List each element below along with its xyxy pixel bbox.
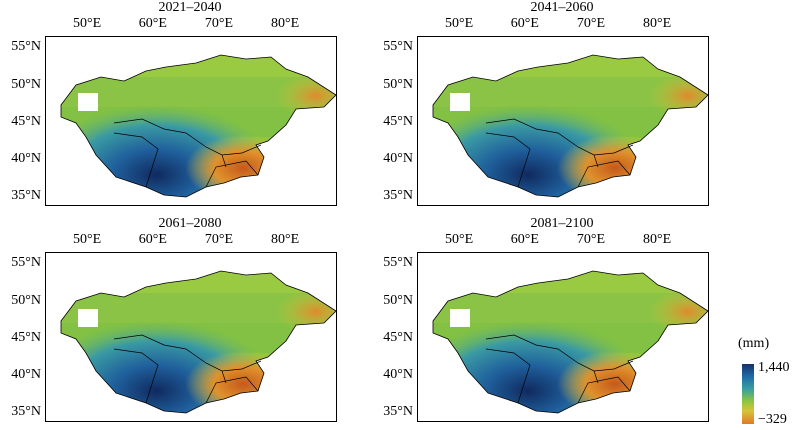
map-panel: 2021–2040 50°E 60°E 70°E 80°E 55°N 50°N 45°N 40°…: [0, 0, 360, 214]
y-tick-label: 40°N: [11, 151, 41, 167]
x-tick-label: 70°E: [576, 232, 606, 247]
y-tick-label: 35°N: [11, 404, 41, 420]
x-tick-label: 60°E: [510, 232, 539, 247]
x-tick-label: 50°E: [72, 232, 102, 247]
y-tick-label: 55°N: [383, 38, 413, 54]
precipitation-map: [45, 252, 337, 422]
panel-title: 2021–2040: [158, 0, 222, 15]
x-tick-label: 60°E: [510, 16, 539, 31]
legend-unit: (mm): [738, 336, 770, 351]
panel-title: 2061–2080: [158, 216, 222, 231]
x-tick-label: 80°E: [271, 232, 300, 247]
x-tick-label: 70°E: [204, 16, 234, 31]
x-tick-label: 80°E: [643, 16, 672, 31]
x-tick-label: 70°E: [204, 232, 234, 247]
y-tick-label: 45°N: [383, 114, 413, 130]
y-tick-label: 50°N: [383, 293, 413, 309]
x-tick-label: 80°E: [643, 232, 672, 247]
legend-max-value: 1,440: [758, 360, 790, 375]
y-tick-label: 50°N: [11, 293, 41, 309]
y-tick-label: 45°N: [11, 114, 41, 130]
legend-min-value: −329: [758, 412, 787, 427]
y-tick-label: 35°N: [383, 188, 413, 204]
x-tick-label: 70°E: [576, 16, 606, 31]
x-tick-label: 80°E: [271, 16, 300, 31]
x-tick-label: 50°E: [444, 232, 474, 247]
y-tick-label: 55°N: [11, 254, 41, 270]
y-tick-label: 55°N: [11, 38, 41, 54]
y-tick-label: 40°N: [11, 367, 41, 383]
y-tick-label: 35°N: [11, 188, 41, 204]
map-panel: 2061–2080 50°E 60°E 70°E 80°E 55°N 50°N 45°N 40°…: [0, 216, 360, 430]
y-tick-label: 45°N: [11, 330, 41, 346]
x-tick-label: 50°E: [444, 16, 474, 31]
map-panel: 2041–2060 50°E 60°E 70°E 80°E 55°N 50°N 45°N 40°…: [372, 0, 732, 214]
panel-title: 2041–2060: [530, 0, 594, 15]
y-tick-label: 50°N: [383, 77, 413, 93]
map-panel: 2081–2100 50°E 60°E 70°E 80°E 55°N 50°N 45°N 40°…: [372, 216, 732, 430]
precipitation-map: [45, 36, 337, 206]
x-tick-label: 60°E: [138, 16, 167, 31]
legend-color-ramp: [742, 364, 754, 424]
y-tick-label: 55°N: [383, 254, 413, 270]
y-tick-label: 45°N: [383, 330, 413, 346]
precipitation-map: [417, 36, 709, 206]
panel-title: 2081–2100: [530, 216, 594, 231]
x-tick-label: 50°E: [72, 16, 102, 31]
colorbar-legend: (mm) 1,440 −329: [738, 336, 793, 430]
x-tick-label: 60°E: [138, 232, 167, 247]
y-tick-label: 50°N: [11, 77, 41, 93]
precipitation-map: [417, 252, 709, 422]
y-tick-label: 40°N: [383, 151, 413, 167]
y-tick-label: 40°N: [383, 367, 413, 383]
y-tick-label: 35°N: [383, 404, 413, 420]
